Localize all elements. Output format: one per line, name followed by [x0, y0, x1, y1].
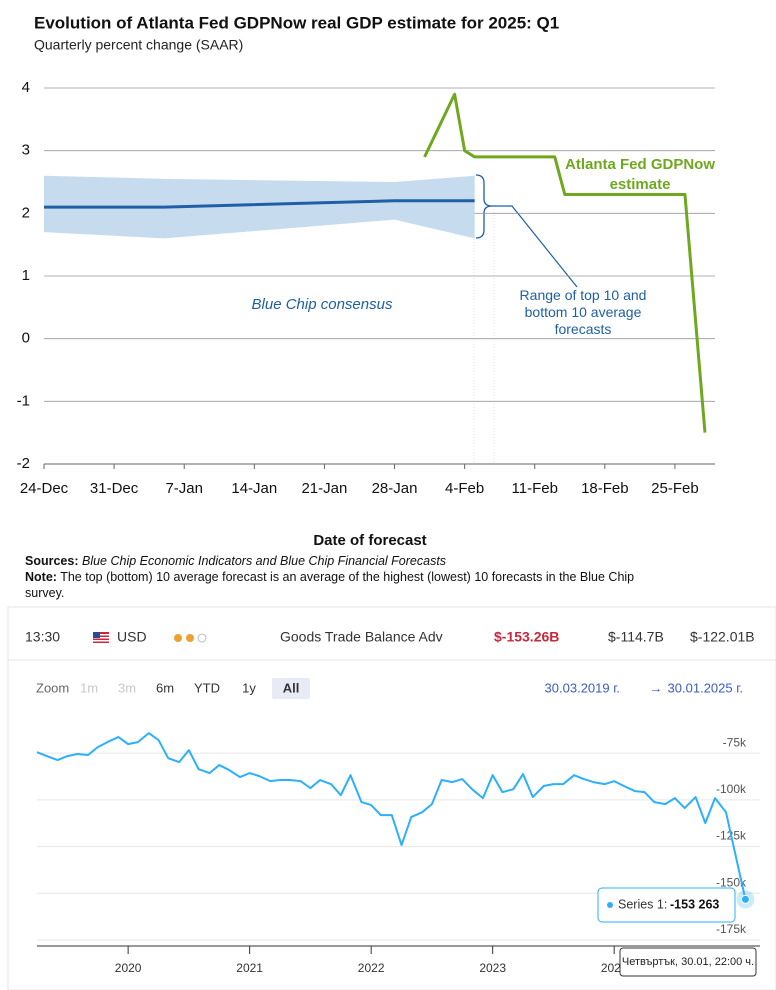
series-line	[36, 732, 747, 900]
event-name: Goods Trade Balance Adv	[280, 629, 443, 645]
x-tick-label: 4-Feb	[445, 480, 484, 497]
series-label: Blue Chip consensus	[252, 296, 393, 313]
annotation: Range of top 10 and bottom 10 average fo…	[519, 287, 647, 337]
range-bracket	[475, 174, 493, 239]
y-tick-label: -150k	[716, 875, 747, 889]
y-tick-label: 3	[22, 142, 30, 159]
x-tick-label: 28-Jan	[372, 480, 418, 497]
currency: USD	[117, 629, 147, 645]
y-tick-label: 4	[22, 79, 30, 96]
range-band	[44, 175, 475, 239]
footnote: Sources: Blue Chip Economic Indicators a…	[25, 553, 665, 601]
zoom-button[interactable]: 1y	[242, 680, 256, 695]
series-line	[44, 199, 475, 209]
series-label: Atlanta Fed GDPNow estimate	[565, 156, 715, 193]
zoom-label: Zoom	[36, 680, 69, 695]
range-arrow: →	[650, 680, 663, 695]
x-axis-label: Date of forecast	[313, 532, 426, 549]
x-tick-label: 21-Jan	[301, 480, 347, 497]
range-from: 30.03.2019 г.	[545, 680, 620, 695]
chart-subtitle: Quarterly percent change (SAAR)	[34, 37, 243, 53]
annotation-box: Range of top 10 and bottom 10 average fo…	[519, 287, 647, 337]
y-tick-label: 0	[22, 330, 30, 347]
x-tick-label: 25-Feb	[651, 480, 699, 497]
y-tick-label: -75k	[723, 735, 747, 749]
zoom-button[interactable]: YTD	[194, 680, 220, 695]
zoom-button: 3m	[118, 680, 136, 695]
previous: $-122.01B	[690, 629, 755, 645]
y-tick-label: 2	[22, 204, 30, 221]
chart-title: Evolution of Atlanta Fed GDPNow real GDP…	[34, 13, 559, 32]
panel	[7, 606, 776, 990]
footnote-text: Sources: Blue Chip Economic Indicators a…	[25, 553, 665, 601]
x-tick-label: 2022	[358, 961, 385, 975]
tooltip-dot	[607, 902, 613, 908]
tooltip-label: Series 1:	[618, 897, 667, 911]
event-time: 13:30	[25, 629, 60, 645]
sources-text: Blue Chip Economic Indicators and Blue C…	[81, 554, 447, 568]
zoom-button-bg	[272, 678, 310, 699]
x-tick-label: 2020	[115, 961, 142, 975]
x-tick-label: 7-Jan	[165, 480, 203, 497]
leader-line	[492, 205, 578, 288]
x-tick-label: 2021	[236, 961, 263, 975]
tooltip-value: -153 263	[670, 897, 719, 911]
date-tooltip-text: Четвъртък, 30.01, 22:00 ч.	[622, 956, 754, 968]
note: Note: The top (bottom) 10 average foreca…	[25, 569, 665, 601]
x-tick-label: 24-Dec	[20, 480, 69, 497]
sources-label: Sources:	[25, 554, 79, 568]
zoom-button[interactable]: All	[283, 680, 300, 695]
series-line	[423, 92, 707, 433]
zoom-button[interactable]: 6m	[156, 680, 174, 695]
tooltip	[597, 887, 736, 923]
series-label-box: Atlanta Fed GDPNow estimate	[565, 156, 715, 193]
range-to: 30.01.2025 г.	[668, 680, 743, 695]
x-tick-label: 11-Feb	[512, 480, 558, 497]
forecast: $-114.7B	[608, 629, 664, 645]
note-label: Note:	[25, 570, 57, 584]
y-tick-label: -1	[17, 392, 30, 409]
importance	[174, 633, 207, 643]
y-tick-label: -175k	[716, 922, 747, 936]
note-text: The top (bottom) 10 average forecast is …	[25, 570, 635, 600]
y-tick-label: -2	[17, 455, 30, 472]
flag	[93, 632, 109, 643]
sources: Sources: Blue Chip Economic Indicators a…	[25, 553, 665, 569]
x-tick-label: 14-Jan	[231, 480, 277, 497]
x-tick-label: 31-Dec	[90, 480, 139, 497]
zoom-button: 1m	[80, 680, 98, 695]
x-tick-label: 18-Feb	[581, 480, 629, 497]
x-tick-label: 2023	[479, 961, 506, 975]
y-tick-label: 1	[22, 267, 30, 284]
y-tick-label: -100k	[716, 782, 747, 796]
date-tooltip	[619, 947, 757, 977]
hover-point	[740, 894, 750, 904]
actual: $-153.26B	[494, 629, 559, 645]
